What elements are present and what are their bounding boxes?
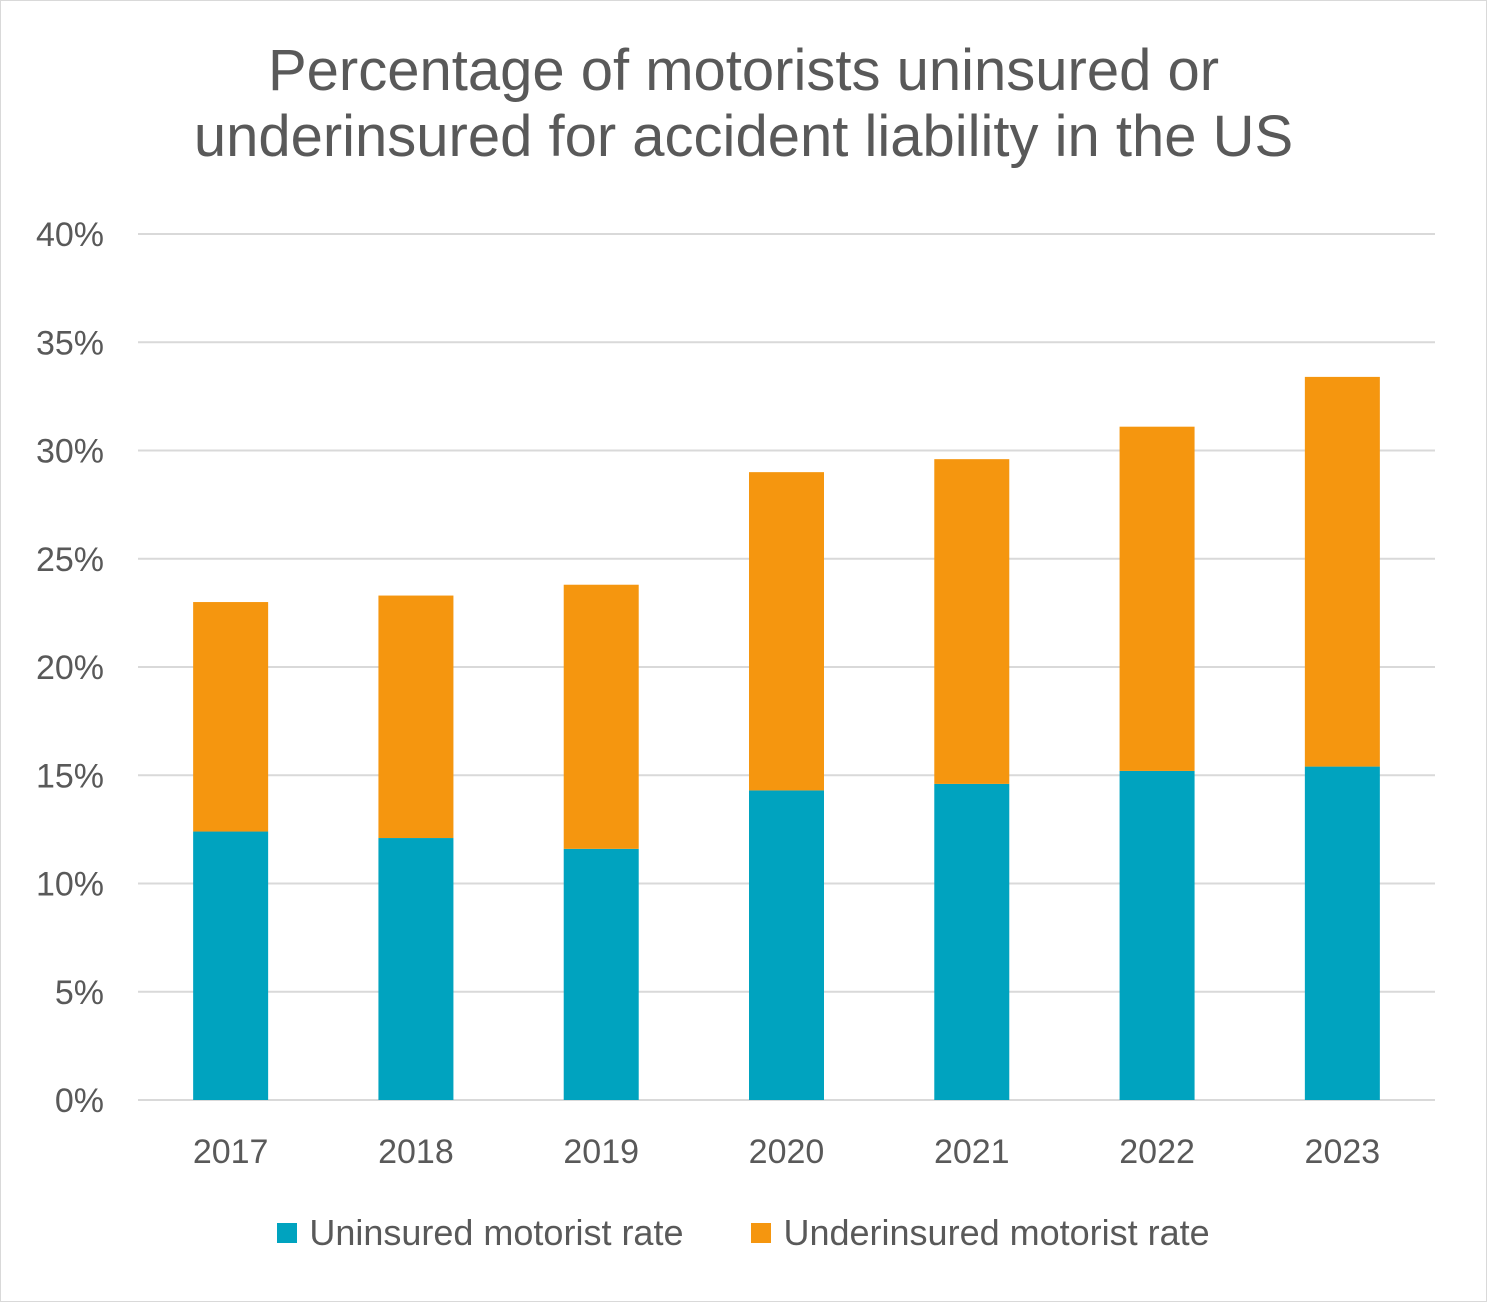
bar-underinsured-2023 — [1304, 376, 1380, 767]
bar-uninsured-2022 — [1119, 770, 1195, 1100]
bar-uninsured-2019 — [563, 848, 639, 1100]
y-tick-label: 15% — [36, 757, 104, 795]
bars — [193, 376, 1380, 1100]
y-tick-label: 40% — [36, 216, 104, 254]
bar-underinsured-2022 — [1119, 426, 1195, 771]
y-tick-label: 10% — [36, 866, 104, 904]
legend-swatch-uninsured — [277, 1223, 298, 1243]
x-tick-label: 2017 — [193, 1133, 269, 1171]
x-tick-label: 2022 — [1119, 1133, 1195, 1171]
chart-title: Percentage of motorists uninsured or und… — [0, 38, 1487, 170]
legend: Uninsured motorist rate Underinsured mot… — [0, 1212, 1487, 1254]
y-tick-label: 30% — [36, 433, 104, 471]
y-tick-label: 35% — [36, 324, 104, 362]
bar-uninsured-2021 — [934, 783, 1010, 1100]
y-tick-label: 20% — [36, 649, 104, 687]
legend-swatch-underinsured — [751, 1223, 772, 1243]
x-tick-label: 2020 — [749, 1133, 825, 1171]
bar-underinsured-2019 — [563, 584, 639, 849]
x-tick-label: 2018 — [378, 1133, 454, 1171]
y-tick-label: 25% — [36, 541, 104, 579]
bar-underinsured-2018 — [378, 595, 454, 839]
x-tick-label: 2021 — [934, 1133, 1010, 1171]
legend-label-uninsured: Uninsured motorist rate — [309, 1212, 684, 1253]
legend-item-underinsured: Underinsured motorist rate — [751, 1212, 1210, 1254]
bar-uninsured-2020 — [749, 790, 824, 1100]
legend-label-underinsured: Underinsured motorist rate — [783, 1212, 1210, 1253]
chart-title-line-1: Percentage of motorists uninsured or — [267, 38, 1220, 103]
x-tick-label: 2019 — [563, 1133, 639, 1171]
x-axis-ticks: 2017 2018 2019 2020 2021 2022 2023 — [193, 1133, 1380, 1171]
legend-item-uninsured: Uninsured motorist rate — [277, 1212, 683, 1254]
bar-uninsured-2018 — [378, 838, 454, 1100]
y-tick-label: 5% — [55, 974, 104, 1012]
y-axis-ticks: 0% 5% 10% 15% 20% 25% 30% 35% 40% — [36, 216, 104, 1120]
bar-underinsured-2020 — [749, 472, 824, 791]
x-tick-label: 2023 — [1305, 1133, 1381, 1171]
bar-uninsured-2023 — [1304, 766, 1380, 1100]
chart-title-line-2: underinsured for accident liability in t… — [193, 104, 1294, 169]
y-tick-label: 0% — [55, 1082, 104, 1120]
bar-underinsured-2017 — [193, 602, 269, 832]
bar-uninsured-2017 — [193, 831, 269, 1100]
bar-underinsured-2021 — [934, 459, 1010, 784]
